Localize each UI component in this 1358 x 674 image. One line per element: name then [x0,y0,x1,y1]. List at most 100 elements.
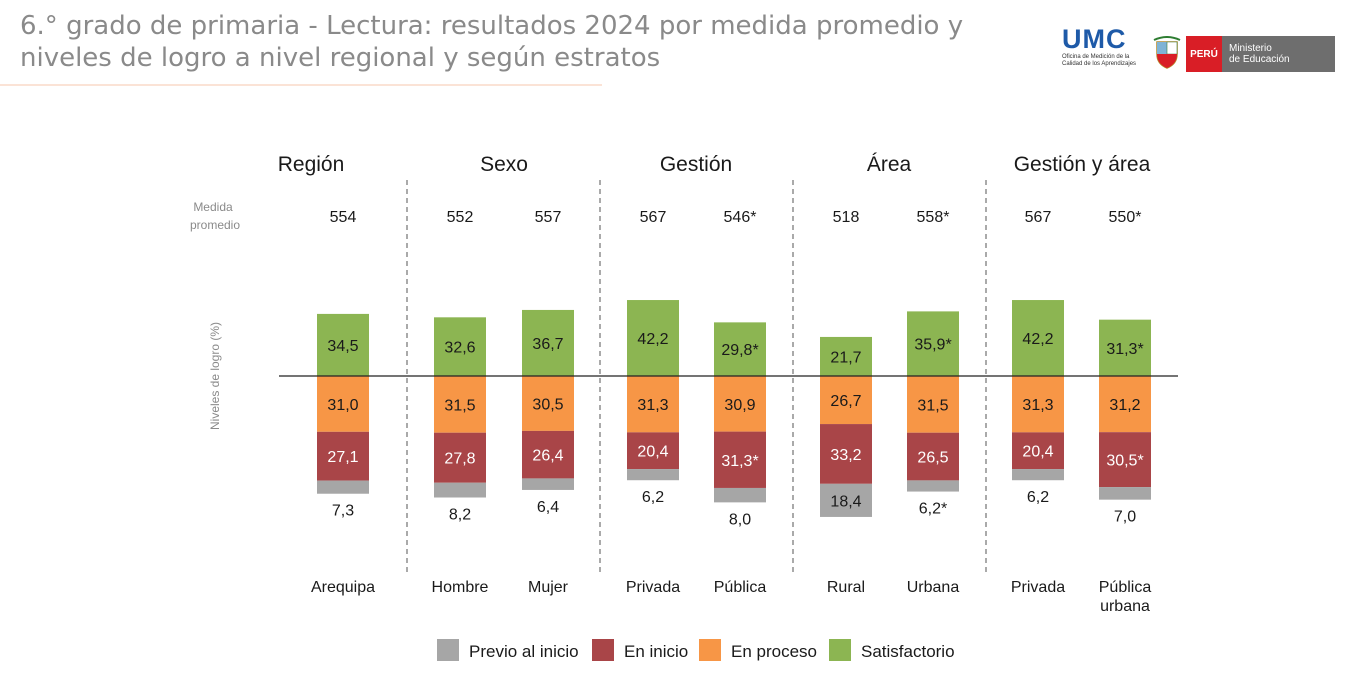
medida-value: 554 [330,209,357,226]
label-en-proceso: 31,3 [637,397,668,414]
bar-satisfactorio [434,317,486,376]
group-header: Gestión [660,153,732,176]
bar-previo [714,487,766,503]
label-previo: 6,2* [919,501,947,518]
bar-en-inicio [1012,432,1064,470]
group-header: Área [867,153,912,176]
bar-en-inicio [317,431,369,481]
legend-swatch [592,639,614,661]
legend-swatch [699,639,721,661]
label-en-inicio: 27,1 [327,449,358,466]
label-en-proceso: 31,3 [1022,397,1053,414]
label-previo: 18,4 [830,493,861,510]
umc-logo-line-2: Calidad de los Aprendizajes [1062,61,1137,67]
bar-previo [434,482,486,498]
bar-satisfactorio [820,336,872,376]
group-header: Región [278,153,345,176]
label-en-proceso: 31,5 [917,397,948,414]
bar-en-inicio [820,424,872,484]
category-label: Privada [626,579,680,596]
label-en-inicio: 27,8 [444,451,475,468]
medida-value: 567 [1025,209,1052,226]
bar-satisfactorio [627,300,679,376]
label-en-inicio: 20,4 [637,444,668,461]
label-en-inicio: 26,5 [917,450,948,467]
minedu-logo-line-1: Ministerio [1229,43,1272,54]
bar-previo [317,480,369,494]
label-en-inicio: 20,4 [1022,444,1053,461]
bar-satisfactorio [1012,300,1064,376]
medida-value: 557 [535,209,562,226]
umc-logo-word: UMC [1062,24,1127,54]
bar-satisfactorio [714,322,766,376]
label-satisfactorio: 35,9* [914,337,951,354]
label-en-proceso: 30,9 [724,397,755,414]
bar-en-proceso [1099,376,1151,433]
label-en-proceso: 31,5 [444,397,475,414]
category-label: Mujer [528,579,569,596]
bar-en-inicio [907,432,959,481]
medida-value: 558* [917,209,950,226]
bar-en-proceso [522,376,574,431]
category-label: Arequipa [311,579,375,596]
bar-previo [1099,487,1151,500]
medida-label: Medida [193,200,233,214]
bar-satisfactorio [317,313,369,376]
bar-satisfactorio [522,309,574,376]
bar-previo [907,480,959,492]
bar-previo [820,483,872,517]
label-en-inicio: 31,3* [721,453,758,470]
label-satisfactorio: 42,2 [637,331,668,348]
legend-label: Satisfactorio [861,642,955,661]
bar-en-proceso [434,376,486,433]
label-previo: 7,3 [332,503,354,520]
bar-satisfactorio [907,311,959,376]
label-en-proceso: 31,0 [327,397,358,414]
bar-en-proceso [1012,376,1064,433]
label-en-proceso: 31,2 [1109,397,1140,414]
bar-en-inicio [627,432,679,470]
label-en-proceso: 30,5 [532,396,563,413]
category-label: urbana [1100,598,1150,615]
label-satisfactorio: 34,5 [327,338,358,355]
peru-shield-icon [1153,36,1181,69]
label-satisfactorio: 36,7 [532,336,563,353]
bar-previo [522,478,574,490]
umc-logo: UMC Oficina de Medición de la Calidad de… [1062,24,1136,80]
bar-en-proceso [627,376,679,433]
bar-previo [627,469,679,481]
label-satisfactorio: 21,7 [830,349,861,366]
label-previo: 8,0 [729,511,751,528]
medida-value: 518 [833,209,860,226]
medida-label: promedio [190,218,240,232]
title-underline [0,84,602,86]
label-en-proceso: 26,7 [830,393,861,410]
peru-logo: PERÚ [1186,36,1222,72]
legend-swatch [437,639,459,661]
label-en-inicio: 26,4 [532,448,563,465]
label-previo: 7,0 [1114,509,1136,526]
page-title: 6.° grado de primaria - Lectura: resulta… [20,11,964,73]
bar-en-inicio [714,431,766,488]
umc-logo-line-1: Oficina de Medición de la [1062,54,1130,60]
label-en-inicio: 33,2 [830,447,861,464]
category-label: Hombre [432,579,489,596]
medida-value: 567 [640,209,667,226]
label-previo: 6,4 [537,499,559,516]
legend-label: Previo al inicio [469,642,579,661]
bar-en-proceso [907,376,959,433]
minedu-logo: Ministerio de Educación [1222,36,1335,72]
minedu-logo-line-2: de Educación [1229,54,1290,65]
bar-satisfactorio [1099,319,1151,376]
bar-previo [1012,469,1064,481]
category-label: Urbana [907,579,960,596]
bar-en-inicio [434,432,486,483]
bar-en-inicio [1099,432,1151,488]
legend-swatch [829,639,851,661]
legend-label: En proceso [731,642,817,661]
y-axis-label: Niveles de logro (%) [208,322,222,430]
category-label: Pública [1099,579,1152,596]
medida-value: 550* [1109,209,1142,226]
label-satisfactorio: 32,6 [444,340,475,357]
